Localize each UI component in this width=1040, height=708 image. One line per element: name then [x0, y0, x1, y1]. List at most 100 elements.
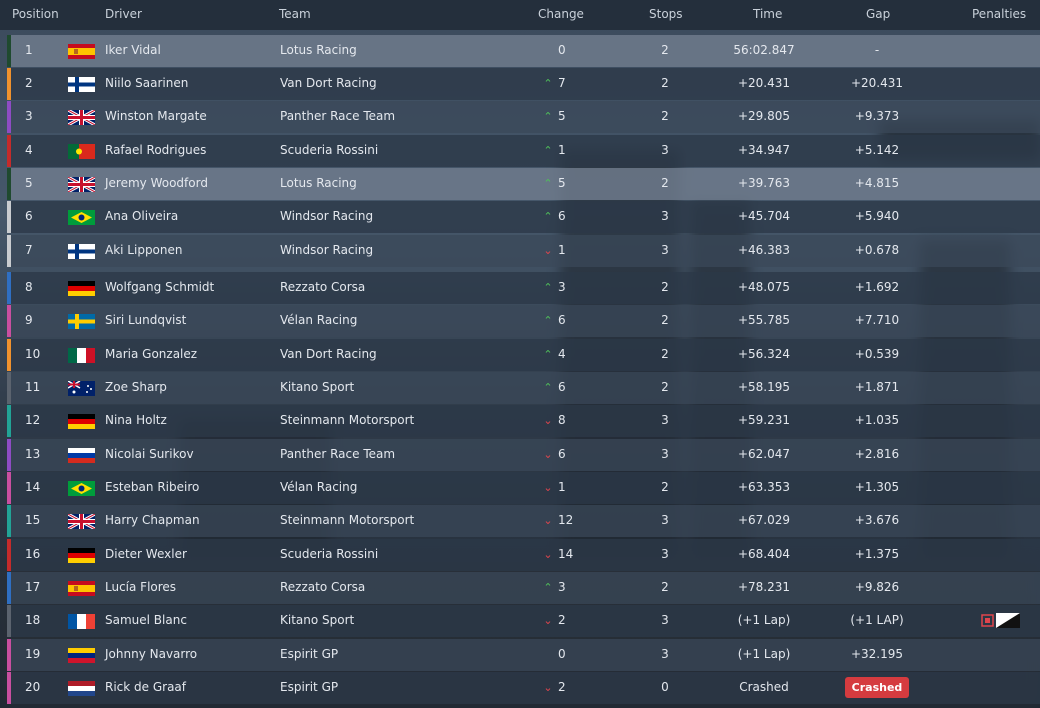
arrow-up-icon: ⌃ [543, 77, 553, 90]
time-cell: (+1 Lap) [737, 647, 791, 661]
table-row[interactable]: 16 Dieter Wexler Scuderia Rossini ⌄ 14 3 +68.4… [7, 539, 1040, 571]
stops-cell: 3 [661, 143, 669, 157]
flag-gb-icon [67, 175, 96, 194]
flag-nl-icon [68, 681, 95, 696]
gap-cell: (+1 LAP) [850, 613, 904, 627]
change-value: 1 [558, 480, 566, 494]
table-row[interactable]: 1 Iker Vidal Lotus Racing ⌃0 2 56:02.847 - [7, 35, 1040, 67]
gap-cell: - [874, 43, 880, 57]
team-color-bar [7, 235, 11, 267]
gap-cell: +0.678 [854, 243, 900, 257]
table-row[interactable]: 12 Nina Holtz Steinmann Motorsport ⌄ 8 3 +59.2… [7, 405, 1040, 437]
team-name: Vélan Racing [280, 480, 358, 494]
team-color-bar [7, 505, 11, 537]
arrow-down-icon: ⌄ [543, 244, 553, 257]
arrow-up-icon: ⌃ [543, 314, 553, 327]
position-change: ⌃ 3 [542, 580, 582, 594]
change-value: 12 [558, 513, 574, 527]
header-penalties[interactable]: Penalties [972, 7, 1027, 21]
team-color-bar [7, 272, 11, 304]
position-cell: 16 [25, 547, 41, 561]
time-cell: +29.805 [737, 109, 791, 123]
flag-ru-icon [68, 448, 95, 463]
table-row[interactable]: 19 Johnny Navarro Espirit GP ⌃0 3 (+1 Lap) +32… [7, 639, 1040, 671]
table-header: Position Driver Team Change Stops Time G… [0, 0, 1040, 30]
gap-cell: Crashed [832, 677, 922, 698]
driver-name: Siri Lundqvist [105, 313, 187, 327]
gap-cell: +3.676 [854, 513, 900, 527]
flag-gb-icon [67, 108, 96, 127]
flag-es-icon [68, 581, 95, 596]
position-cell: 15 [25, 513, 41, 527]
team-name: Steinmann Motorsport [280, 513, 415, 527]
team-name: Windsor Racing [280, 243, 374, 257]
team-name: Lotus Racing [280, 43, 357, 57]
header-team[interactable]: Team [279, 7, 311, 21]
driver-name: Iker Vidal [105, 43, 161, 57]
table-row[interactable]: 11 Zoe Sharp Kitano Sport ⌃ 6 2 +58.195 +1.871 [7, 372, 1040, 404]
header-change[interactable]: Change [538, 7, 584, 21]
change-value: 2 [558, 613, 566, 627]
team-name: Kitano Sport [280, 380, 355, 394]
change-value: 3 [558, 580, 566, 594]
header-stops[interactable]: Stops [649, 7, 683, 21]
time-cell: +46.383 [737, 243, 791, 257]
change-value: 1 [558, 243, 566, 257]
team-color-bar [7, 68, 11, 100]
table-row[interactable]: 17 Lucía Flores Rezzato Corsa ⌃ 3 2 +78.231 +9.… [7, 572, 1040, 604]
position-cell: 11 [25, 380, 41, 394]
table-row[interactable]: 13 Nicolai Surikov Panther Race Team ⌄ 6 3 +62… [7, 439, 1040, 471]
time-cell: +48.075 [737, 280, 791, 294]
gap-cell: +5.940 [854, 209, 900, 223]
time-cell: +62.047 [737, 447, 791, 461]
team-color-bar [7, 135, 11, 167]
arrow-down-icon: ⌄ [543, 448, 553, 461]
change-value: 6 [558, 209, 566, 223]
table-row[interactable]: 8 Wolfgang Schmidt Rezzato Corsa ⌃ 3 2 +48.075… [7, 272, 1040, 304]
table-row[interactable]: 7 Aki Lipponen Windsor Racing ⌄ 1 3 +46.383 +0.… [7, 235, 1040, 267]
change-value: 1 [558, 143, 566, 157]
header-driver[interactable]: Driver [105, 7, 142, 21]
team-name: Scuderia Rossini [280, 143, 379, 157]
time-cell: +45.704 [737, 209, 791, 223]
position-cell: 1 [25, 43, 33, 57]
table-row[interactable]: 20 Rick de Graaf Espirit GP ⌄ 2 0 Crashed Crash… [7, 672, 1040, 704]
header-time[interactable]: Time [753, 7, 783, 21]
table-row[interactable]: 9 Siri Lundqvist Vélan Racing ⌃ 6 2 +55.785 +7.… [7, 305, 1040, 337]
header-gap[interactable]: Gap [866, 7, 891, 21]
position-change: ⌃0 [542, 647, 582, 661]
gap-cell: +1.305 [854, 480, 900, 494]
position-cell: 19 [25, 647, 41, 661]
header-position[interactable]: Position [12, 7, 59, 21]
position-change: ⌄ 1 [542, 480, 582, 494]
position-cell: 20 [25, 680, 41, 694]
table-row[interactable]: 2 Niilo Saarinen Van Dort Racing ⌃ 7 2 +20.431… [7, 68, 1040, 100]
table-row[interactable]: 4 Rafael Rodrigues Scuderia Rossini ⌃ 1 3 +34.… [7, 135, 1040, 167]
time-cell: +34.947 [737, 143, 791, 157]
table-row[interactable]: 10 Maria Gonzalez Van Dort Racing ⌃ 4 2 +56.32… [7, 339, 1040, 371]
table-row[interactable]: 3 Winston Margate Panther Race Team ⌃ 5 2 +29.… [7, 101, 1040, 133]
table-row[interactable]: 6 Ana Oliveira Windsor Racing ⌃ 6 3 +45.704 +5.… [7, 201, 1040, 233]
stops-cell: 2 [661, 43, 669, 57]
flag-br-icon [68, 481, 95, 496]
table-row[interactable]: 15 Harry Chapman Steinmann Motorsport ⌄ 12 3 +… [7, 505, 1040, 537]
flag-mx-icon [68, 348, 95, 363]
position-change: ⌄ 8 [542, 413, 582, 427]
time-cell: +63.353 [737, 480, 791, 494]
flag-au-icon [67, 380, 95, 396]
position-change: ⌄ 12 [542, 513, 582, 527]
gap-cell: +1.871 [854, 380, 900, 394]
position-change: ⌃ 6 [542, 380, 582, 394]
table-row[interactable]: 5 Jeremy Woodford Lotus Racing ⌃ 5 2 +39.763 +4… [7, 168, 1040, 200]
team-color-bar [7, 339, 11, 371]
gap-cell: +5.142 [854, 143, 900, 157]
team-color-bar [7, 605, 11, 637]
table-row[interactable]: 18 Samuel Blanc Kitano Sport ⌄ 2 3 (+1 Lap) (+1… [7, 605, 1040, 637]
team-color-bar [7, 168, 11, 200]
stops-cell: 3 [661, 209, 669, 223]
position-cell: 2 [25, 76, 33, 90]
position-cell: 10 [25, 347, 41, 361]
table-row[interactable]: 14 Esteban Ribeiro Vélan Racing ⌄ 1 2 +63.353 +… [7, 472, 1040, 504]
flag-de-icon [68, 414, 95, 429]
driver-name: Esteban Ribeiro [105, 480, 200, 494]
